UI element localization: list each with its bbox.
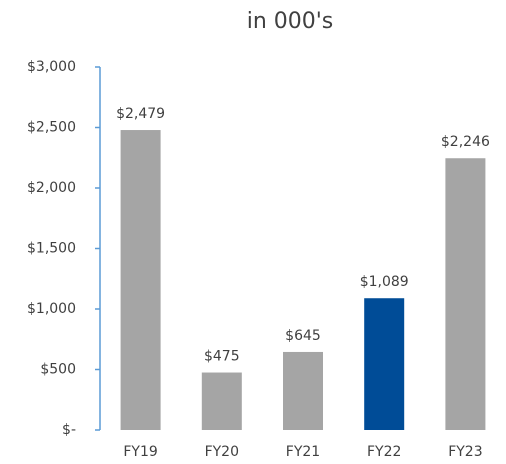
bar [120, 130, 161, 430]
value-label: $475 [204, 349, 240, 365]
bar [364, 298, 405, 430]
value-label: $2,246 [441, 134, 490, 150]
value-label: $1,089 [360, 274, 409, 290]
x-tick-label: FY23 [448, 444, 482, 460]
y-tick-label: $1,500 [27, 241, 76, 257]
value-label: $2,479 [116, 106, 165, 122]
x-tick-label: FY20 [205, 444, 239, 460]
y-tick-label: $- [62, 422, 76, 438]
bar [201, 372, 242, 430]
bar [445, 158, 486, 430]
x-tick-label: FY19 [123, 444, 157, 460]
y-tick-label: $2,500 [27, 120, 76, 136]
value-label: $645 [285, 328, 321, 344]
y-tick-label: $3,000 [27, 59, 76, 75]
x-tick-label: FY21 [286, 444, 320, 460]
bar [283, 351, 323, 430]
y-tick-label: $2,000 [27, 180, 76, 196]
y-tick-label: $500 [40, 362, 76, 378]
y-tick-label: $1,000 [27, 301, 76, 317]
chart-title: in 000's [247, 9, 334, 34]
x-tick-label: FY22 [367, 444, 401, 460]
